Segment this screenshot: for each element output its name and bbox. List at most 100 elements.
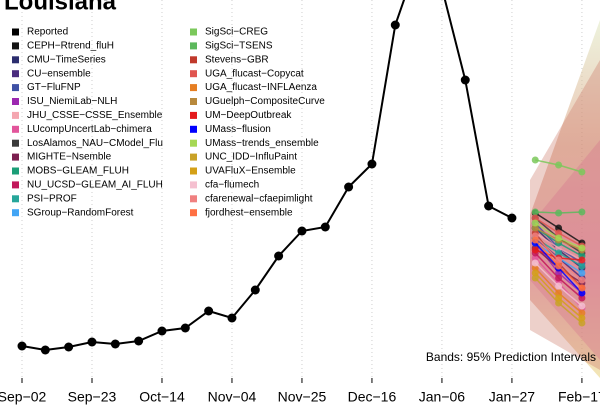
legend-swatch (190, 56, 197, 64)
point (555, 234, 563, 242)
point (134, 336, 144, 346)
legend-label: LosAlamos_NAU−CModel_Flu (27, 138, 163, 149)
point (555, 209, 563, 217)
legend-label: CEPH−Rtrend_fluH (27, 41, 114, 52)
point (531, 224, 539, 232)
x-tick-label: Dec−16 (348, 389, 397, 405)
lines (17, 0, 586, 355)
x-tick-label: Oct−14 (139, 389, 185, 405)
point (110, 339, 120, 349)
legend-swatch (190, 181, 197, 189)
chart-title: Louisiana (4, 0, 117, 15)
annotation: Bands: 95% Prediction Intervals (426, 350, 596, 364)
legend-swatch (12, 181, 19, 189)
legend-label: SigSci−TSENS (205, 41, 273, 52)
point (531, 269, 539, 277)
point (531, 156, 539, 164)
point (555, 282, 563, 290)
point (578, 284, 586, 292)
point (484, 201, 494, 211)
legend-swatch (12, 125, 19, 133)
point (578, 314, 586, 322)
point (367, 159, 377, 169)
legend-swatch (190, 195, 197, 203)
point (531, 264, 539, 272)
legend-label: MOBS−GLEAM_FLUH (27, 166, 129, 177)
legend-swatch (12, 167, 19, 175)
legend-swatch (12, 195, 19, 203)
x-tick-label: Nov−04 (208, 389, 257, 405)
point (40, 345, 50, 355)
point (555, 244, 563, 252)
legend-label: fjordhest−ensemble (205, 207, 293, 218)
point (578, 319, 586, 327)
legend-label: UM−DeepOutbreak (205, 110, 292, 121)
point (578, 269, 586, 277)
legend-swatch (190, 70, 197, 78)
legend-label: SigSci−CREG (205, 27, 268, 38)
point (531, 208, 539, 216)
legend-label: Stevens−GBR (205, 54, 269, 65)
x-tick-label: Jan−06 (419, 389, 466, 405)
legend-swatch (190, 98, 197, 105)
point (555, 299, 563, 307)
point (227, 313, 237, 323)
legend-swatch (12, 42, 19, 50)
legend-label: SGroup−RandomForest (27, 207, 134, 218)
x-axis: Sep−02 Sep−23 Oct−14 Nov−04 Nov−25 Dec−16 Jan−… (0, 378, 600, 405)
legend-swatch (12, 111, 19, 119)
legend-label: ISU_NiemiLab−NLH (27, 96, 117, 107)
legend-label: JHU_CSSE−CSSE_Ensemble (27, 110, 163, 121)
point (578, 294, 586, 302)
point (578, 289, 586, 297)
point (578, 302, 586, 310)
legend-swatch (12, 98, 19, 105)
legend-swatch (190, 125, 197, 133)
legend: Reported CEPH−Rtrend_fluH CMU−TimeSeries CU… (12, 27, 325, 218)
x-tick-label: Sep−23 (68, 389, 117, 405)
legend-swatch (190, 167, 197, 175)
point (578, 168, 586, 176)
legend-label: UGA_flucast−Copycat (205, 68, 304, 79)
point (555, 274, 563, 282)
legend-label: PSI−PROF (27, 193, 77, 204)
point (531, 219, 539, 227)
point (555, 262, 563, 270)
legend-label: UMass−trends_ensemble (205, 138, 319, 149)
point (531, 254, 539, 262)
x-tick-label: Feb−17 (558, 389, 600, 405)
point (320, 222, 330, 232)
bands (530, 20, 600, 378)
point (555, 161, 563, 169)
point (531, 274, 539, 282)
legend-label: UNC_IDD−InfluPaint (205, 152, 297, 163)
point (274, 251, 284, 261)
point (297, 226, 307, 236)
legend-swatch (12, 56, 19, 64)
x-tick-label: Jan−27 (489, 389, 536, 405)
legend-label: UMass−flusion (205, 124, 271, 135)
legend-swatch (190, 84, 197, 92)
legend-swatch (190, 42, 197, 50)
x-tick-label: Sep−02 (0, 389, 47, 405)
legend-swatch (190, 209, 197, 217)
point (531, 236, 539, 244)
point (180, 323, 190, 333)
legend-swatch (190, 28, 197, 36)
point (460, 75, 470, 85)
legend-swatch (12, 70, 19, 78)
point (344, 182, 354, 192)
point (555, 289, 563, 297)
legend-label: UVAFluX−Ensemble (205, 166, 296, 177)
point (531, 214, 539, 222)
legend-label: cfa−flumech (205, 180, 259, 191)
point (87, 337, 97, 347)
point (531, 259, 539, 267)
point (578, 256, 586, 264)
point (555, 294, 563, 302)
point (555, 229, 563, 237)
legend-swatch (190, 139, 197, 147)
point (578, 309, 586, 317)
legend-swatch (190, 153, 197, 161)
